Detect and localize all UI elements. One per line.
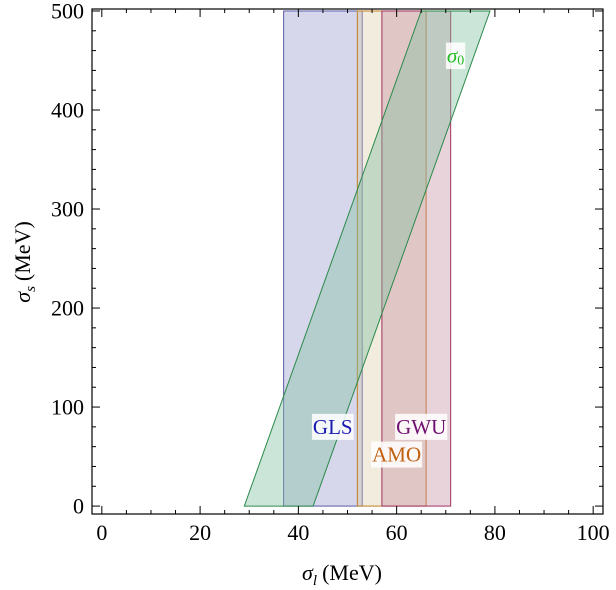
label-sub-sigma-0: 0 [457,53,464,68]
y-tick-label-200: 200 [51,296,84,321]
x-tick-label-20: 20 [189,520,211,545]
band-sigma-0 [243,10,491,507]
y-tick-label-0: 0 [73,494,84,519]
y-tick-label-300: 300 [51,197,84,222]
label-text-sigma-0: σ0 [447,44,464,69]
ticks-layer [92,9,603,514]
x-tick-label-60: 60 [386,520,408,545]
label-bg-amo [371,441,423,468]
label-text-gwu: GWU [396,415,446,439]
label-amo: AMO [371,441,423,468]
x-axis-title: σl (MeV) [302,560,382,589]
x-tick-label-100: 100 [577,520,610,545]
y-tick-label-400: 400 [51,98,84,123]
x-tick-label-80: 80 [484,520,506,545]
label-gwu: GWU [395,413,448,440]
bands-layer [243,10,491,507]
band-labels-layer: GLS AMO GWU σ0 [311,42,466,468]
y-tick-label-500: 500 [51,0,84,23]
x-tick-label-40: 40 [287,520,309,545]
label-gls: GLS [311,413,354,440]
label-text-gls: GLS [313,415,353,439]
label-bg-gls [311,413,354,440]
x-tick-label-0: 0 [96,520,107,545]
y-axis-title: σs(MeV) [10,221,39,303]
label-bg-gwu [395,413,448,440]
label-sigma-0: σ0 [445,42,466,70]
label-symbol-sigma-0: σ [447,44,459,68]
label-text-amo: AMO [372,443,421,467]
y-tick-label-100: 100 [51,395,84,420]
tick-labels-layer: 0 20 40 60 80 100 0 100 200 300 400 500 [51,0,610,545]
label-bg-sigma-0 [445,42,466,70]
